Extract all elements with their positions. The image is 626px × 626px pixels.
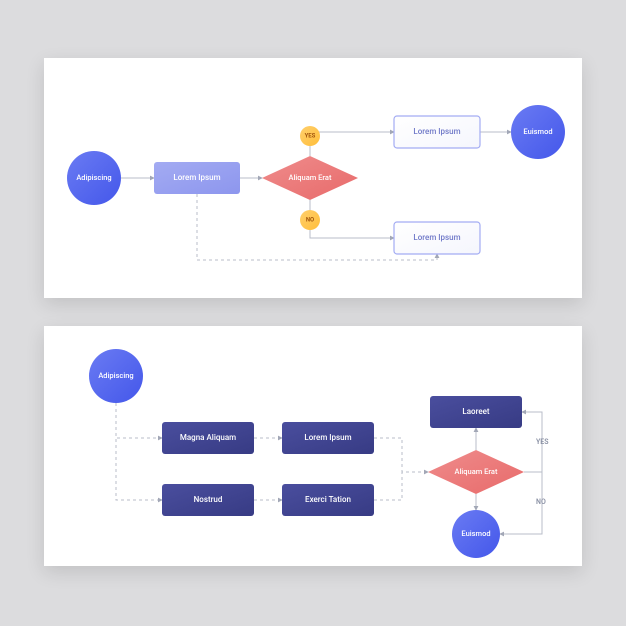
node-end: Euismod (511, 105, 565, 159)
node-label: Euismod (461, 529, 490, 538)
node-label: Laoreet (462, 407, 489, 416)
node-label: Lorem Ipsum (413, 233, 460, 242)
edge-dashed (374, 438, 428, 472)
node-decision: Aliquam Erat (262, 156, 358, 200)
stage: Adipiscing Lorem Ipsum Aliquam Erat Lore… (0, 0, 626, 626)
badge-no: NO (300, 210, 320, 230)
badge-label: NO (306, 217, 314, 224)
card-top: Adipiscing Lorem Ipsum Aliquam Erat Lore… (44, 58, 582, 298)
node-label: Lorem Ipsum (304, 433, 351, 442)
node-label: Aliquam Erat (455, 467, 498, 476)
edge-dashed (374, 472, 402, 500)
node-start: Adipiscing (67, 151, 121, 205)
node-start: Adipiscing (89, 349, 143, 403)
node-label: Lorem Ipsum (413, 127, 460, 136)
edge-dashed (116, 403, 162, 438)
node-label: Magna Aliquam (180, 433, 236, 442)
flowchart-bottom: Adipiscing Magna Aliquam Lorem Ipsum Nos… (44, 326, 582, 566)
node-rect-no: Lorem Ipsum (394, 222, 480, 254)
edge-dashed (116, 403, 162, 500)
node-label: Aliquam Erat (289, 173, 332, 182)
node-label: Exerci Tation (305, 495, 351, 504)
node-lorem: Lorem Ipsum (282, 422, 374, 454)
card-bottom: Adipiscing Magna Aliquam Lorem Ipsum Nos… (44, 326, 582, 566)
node-magna: Magna Aliquam (162, 422, 254, 454)
node-euismod: Euismod (452, 510, 500, 558)
node-label: Lorem Ipsum (173, 173, 220, 182)
node-decision: Aliquam Erat (428, 450, 524, 494)
edge (310, 132, 394, 156)
node-nostrud: Nostrud (162, 484, 254, 516)
node-label: Euismod (523, 127, 552, 136)
node-label: Nostrud (194, 495, 223, 504)
edge (310, 200, 394, 238)
node-label: Adipiscing (98, 371, 133, 380)
label-yes: YES (536, 438, 549, 446)
badge-label: YES (305, 133, 316, 140)
node-label: Adipiscing (76, 173, 111, 182)
flowchart-top: Adipiscing Lorem Ipsum Aliquam Erat Lore… (44, 58, 582, 298)
node-rect-lorem: Lorem Ipsum (154, 162, 240, 194)
node-laoreet: Laoreet (430, 396, 522, 428)
label-no: NO (536, 498, 546, 506)
node-rect-yes: Lorem Ipsum (394, 116, 480, 148)
badge-yes: YES (300, 126, 320, 146)
node-exerci: Exerci Tation (282, 484, 374, 516)
